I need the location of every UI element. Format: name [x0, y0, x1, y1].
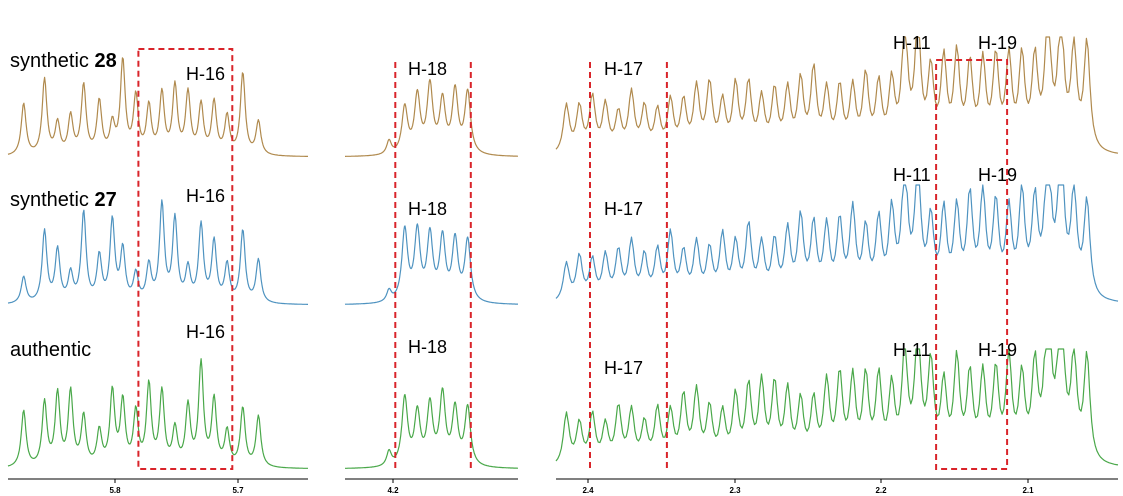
peak-label-h11-row3: H-11	[893, 340, 931, 360]
peak-label-h19-row3: H-19	[978, 340, 1017, 360]
spectrum-trace-row1-panel_b	[344, 78, 519, 157]
spectrum-row-3	[7, 348, 1119, 469]
peak-label-h18-row2: H-18	[408, 199, 447, 219]
spectrum-trace-row2-panel_c	[555, 184, 1119, 302]
x-axis-panel-b: 4.2	[345, 478, 518, 495]
tick-label-5-8: 5.8	[109, 486, 121, 495]
peak-label-h19-row2: H-19	[978, 165, 1017, 185]
peak-label-h16-row3: H-16	[186, 322, 225, 342]
highlight-box-4	[935, 59, 1009, 470]
spectrum-trace-row3-panel_a	[7, 358, 308, 469]
tick-label-2-4: 2.4	[582, 486, 594, 495]
spectrum-trace-row2-panel_b	[344, 223, 519, 305]
tick-label-2-3: 2.3	[729, 486, 741, 495]
row-label-synthetic-28: synthetic 28	[10, 50, 117, 72]
peak-label-h17-row3: H-17	[604, 358, 643, 378]
spectrum-trace-row1-panel_c	[555, 36, 1119, 154]
row-label-synthetic-27: synthetic 27	[10, 189, 117, 211]
tick-label-5-7: 5.7	[232, 486, 244, 495]
tick-label-2-2: 2.2	[875, 486, 887, 495]
row-label-authentic: authentic	[10, 339, 91, 361]
spectrum-row-1	[7, 36, 1119, 157]
peak-label-h11-row2: H-11	[893, 165, 931, 185]
peak-label-h17-row1: H-17	[604, 59, 643, 79]
x-axis-panel-c: 2.4 2.3 2.2 2.1	[556, 478, 1118, 495]
spectrum-trace-row3-panel_c	[555, 348, 1119, 466]
peak-label-h18-row1: H-18	[408, 59, 447, 79]
peak-label-h17-row2: H-17	[604, 199, 643, 219]
highlight-layer	[137, 48, 1009, 472]
highlight-box-1	[137, 48, 234, 470]
peak-label-h11-row1: H-11	[893, 33, 931, 53]
x-axis-panel-a: 5.8 5.7	[8, 478, 308, 495]
spectrum-row-2	[7, 184, 1119, 305]
spectrum-trace-row3-panel_b	[344, 387, 519, 469]
tick-label-4-2: 4.2	[387, 486, 399, 495]
spectrum-trace-row2-panel_a	[7, 199, 308, 305]
peak-label-h19-row1: H-19	[978, 33, 1017, 53]
spectrum-trace-row1-panel_a	[7, 57, 308, 157]
tick-label-2-1: 2.1	[1022, 486, 1034, 495]
spectra-layer	[7, 36, 1119, 469]
peak-label-h16-row1: H-16	[186, 64, 225, 84]
peak-label-h16-row2: H-16	[186, 186, 225, 206]
peak-label-h18-row3: H-18	[408, 337, 447, 357]
